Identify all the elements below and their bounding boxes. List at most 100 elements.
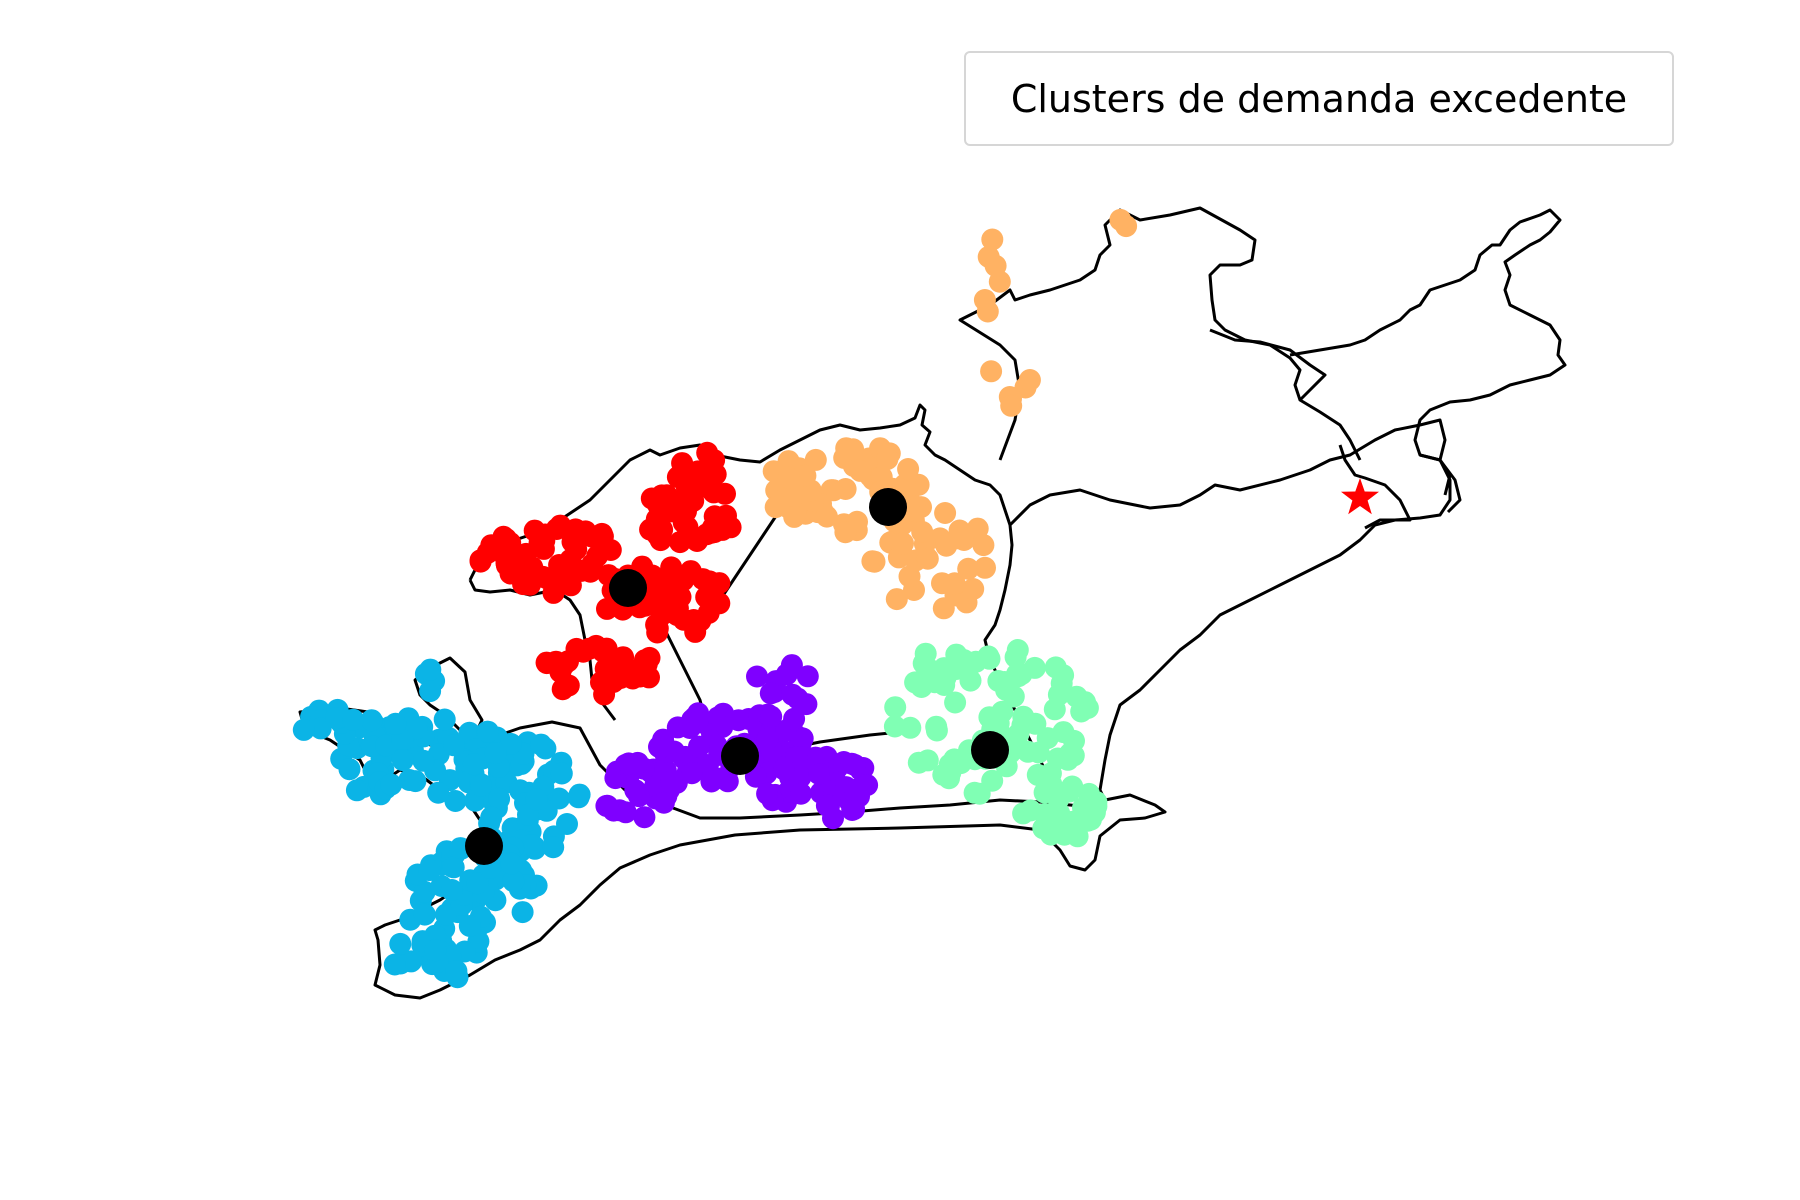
cluster-point-west: [444, 790, 467, 812]
cluster-point-central-south: [796, 665, 819, 688]
cluster-point-central-south: [660, 770, 683, 793]
cluster-point-north-west: [698, 477, 721, 500]
cluster-point-north-west: [559, 548, 582, 571]
cluster-point-west: [345, 779, 368, 802]
cluster-point-north-west: [534, 523, 557, 546]
cluster-point-east: [1066, 825, 1089, 848]
cluster-point-west: [488, 787, 511, 810]
cluster-point-east: [1061, 775, 1084, 798]
far-east-outline: [1289, 208, 1567, 496]
cluster-point-north-central: [916, 547, 939, 570]
cluster-point-east: [925, 715, 948, 738]
cluster-point-west: [292, 718, 315, 741]
cluster-point-west: [400, 950, 423, 973]
cluster-point-north-west: [469, 550, 492, 573]
cluster-point-central-south: [688, 735, 710, 758]
cluster-point-north-west: [591, 640, 614, 663]
cluster-point-west: [511, 901, 534, 924]
cluster-point-central-south: [614, 801, 637, 824]
cluster-point-north-central: [966, 517, 989, 540]
cluster-point-north-central: [1000, 394, 1023, 417]
cluster-centroids: [465, 488, 1009, 865]
cluster-point-west: [477, 720, 499, 743]
cluster-point-north-central: [834, 521, 857, 544]
cluster-point-west: [556, 813, 578, 835]
cluster-point-west: [568, 783, 591, 806]
cluster-point-west: [530, 733, 552, 756]
cluster-point-north-central: [976, 300, 999, 323]
cluster-point-central-south: [633, 806, 656, 829]
cluster-point-central-south: [822, 807, 844, 830]
cluster-point-north-west: [672, 511, 695, 534]
cluster-point-east: [1010, 663, 1033, 686]
cluster-point-north-west: [596, 597, 618, 620]
cluster-point-east: [1085, 795, 1108, 818]
cluster-point-central-south: [596, 794, 619, 817]
cluster-point-central-south: [795, 693, 818, 716]
cluster-point-north-west: [638, 646, 661, 669]
cluster-point-west: [470, 774, 492, 797]
cluster-point-west: [433, 708, 456, 731]
cluster-point-north-central: [885, 588, 908, 611]
cluster-point-north-central: [943, 572, 966, 595]
cluster-point-east: [977, 645, 1000, 668]
cluster-point-west: [435, 903, 457, 926]
cluster-point-east: [933, 657, 956, 680]
cluster-point-central-south: [780, 654, 803, 677]
cluster-point-west: [525, 788, 548, 811]
cluster-point-central-south: [686, 711, 709, 734]
cluster-point-north-west: [691, 568, 714, 591]
cluster-point-north-central: [974, 556, 996, 579]
cluster-point-east: [1035, 772, 1058, 795]
cluster-point-east: [1002, 685, 1025, 708]
cluster-point-north-central: [777, 466, 800, 489]
cluster-point-central-south: [789, 766, 812, 789]
cluster-point-north-west: [572, 640, 595, 663]
cluster-point-west: [440, 879, 463, 901]
cluster-point-west: [338, 758, 361, 781]
cluster-point-west: [550, 762, 573, 785]
cluster-point-west: [466, 872, 489, 895]
cluster-point-east: [1019, 799, 1042, 822]
cluster-point-north-west: [556, 674, 579, 697]
cluster-point-west: [413, 903, 436, 926]
cluster-point-north-west: [511, 555, 533, 577]
cluster-point-north-central: [815, 505, 838, 528]
cluster-point-central-south: [652, 791, 675, 814]
star-icon: [1341, 478, 1379, 515]
cluster-point-west: [484, 742, 507, 765]
cluster-point-east: [981, 769, 1004, 792]
cluster-point-north-central: [892, 532, 914, 555]
cluster-point-west: [391, 749, 414, 772]
cluster-point-north-west: [666, 597, 689, 620]
cluster-point-north-west: [594, 657, 617, 680]
cluster-point-central-south: [843, 778, 866, 801]
cluster-point-north-central: [981, 228, 1004, 251]
cluster-point-west: [389, 932, 412, 955]
cluster-point-north-west: [495, 527, 518, 550]
cluster-point-east: [899, 716, 922, 739]
cluster-point-east: [1059, 742, 1081, 765]
cluster-point-north-central: [911, 520, 934, 543]
cluster-point-north-west: [669, 531, 691, 554]
cluster-point-west: [325, 707, 348, 730]
cluster-point-north-central: [876, 448, 899, 470]
cluster-point-west: [462, 753, 485, 776]
north-east-inner: [1209, 328, 1327, 402]
cluster-point-east: [884, 696, 907, 719]
north-west-outline: [468, 403, 1062, 801]
cluster-point-north-west: [593, 683, 616, 706]
cluster-point-west: [380, 773, 403, 796]
cluster-point-north-west: [564, 518, 587, 541]
cluster-point-west: [427, 781, 450, 804]
cluster-point-east: [1043, 698, 1066, 721]
cluster-point-north-west: [719, 516, 742, 539]
cluster-point-north-central: [957, 557, 980, 580]
cluster-point-west: [404, 770, 427, 793]
cluster-point-north-central: [932, 597, 955, 620]
cluster-point-north-central: [972, 534, 995, 557]
cluster-point-west: [384, 712, 407, 735]
cluster-point-west: [443, 734, 465, 757]
centroid-central-south: [721, 737, 759, 775]
cluster-point-east: [944, 691, 967, 714]
